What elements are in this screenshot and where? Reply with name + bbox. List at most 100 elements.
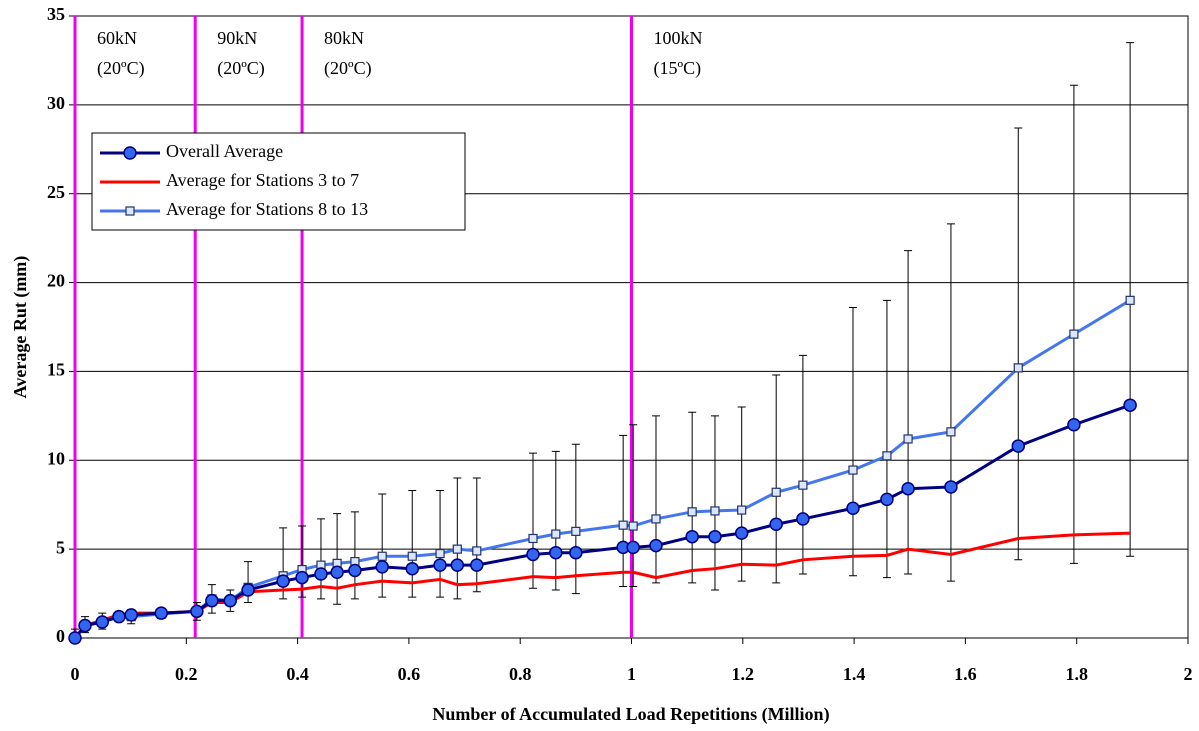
x-tick-label: 0.2 [175,664,198,684]
error-bar [848,306,857,577]
marker [798,480,808,490]
y-tick-label: 10 [47,448,65,468]
phase-label: 100kN [654,28,703,48]
marker [330,565,344,579]
error-bar [551,450,560,591]
marker [737,505,747,515]
error-bar [571,443,580,595]
error-bar [619,434,628,587]
phase-label: (20ºC) [217,58,265,79]
marker [190,604,204,619]
marker [205,593,219,608]
marker [708,529,722,544]
error-bar [737,406,746,582]
marker [771,487,781,497]
marker [407,551,417,561]
error-bar [629,424,638,587]
marker [223,593,238,608]
error-bar [408,489,417,598]
marker [95,615,110,629]
marker [375,560,389,574]
marker [687,507,697,517]
x-axis-label: Number of Accumulated Load Repetitions (… [432,704,829,725]
marker [68,631,82,645]
marker [685,529,699,544]
marker [1011,439,1026,453]
marker [348,563,362,578]
marker [112,609,126,624]
marker [526,547,540,562]
marker [470,558,484,572]
x-tick-label: 1.8 [1065,664,1088,684]
x-tick-label: 1.2 [732,664,755,684]
error-bar [710,415,719,591]
y-tick-label: 35 [47,4,65,24]
marker [882,451,892,461]
legend-marker [125,206,135,216]
marker [549,545,563,560]
marker [796,512,810,526]
marker [569,545,583,560]
error-bar [904,250,913,575]
marker [314,567,328,581]
marker [295,570,309,585]
marker [124,608,138,622]
marker [734,526,749,540]
marker [405,561,419,576]
y-tick-label: 15 [47,360,65,380]
marker [651,514,661,524]
error-bar [529,452,537,589]
y-axis-label: Average Rut (mm) [10,256,31,399]
x-tick-label: 1.6 [954,664,977,684]
marker [710,506,720,516]
marker [1069,329,1079,339]
y-tick-label: 5 [56,537,65,557]
legend-label: Average for Stations 8 to 13 [166,199,368,219]
error-bar [472,477,481,593]
marker [903,434,913,444]
error-bar [453,477,462,600]
y-tick-label: 25 [47,182,65,202]
error-bar [688,411,697,584]
marker [472,546,482,556]
marker [1067,417,1081,432]
x-tick-label: 0.6 [398,664,421,684]
x-tick-label: 0 [71,664,80,684]
marker [618,520,628,530]
error-bar [798,354,807,575]
error-bar [1069,84,1078,564]
y-tick-label: 20 [47,271,65,291]
error-bar [882,299,891,579]
marker [880,492,894,507]
phase-label: 90kN [217,28,257,48]
legend: Overall Average Average for Stations 3 to… [91,132,466,231]
marker [452,544,462,554]
marker [628,521,638,531]
marker [944,480,958,494]
phase-label: (20ºC) [97,58,145,79]
marker [769,517,783,532]
phase-label: 80kN [324,28,364,48]
marker [1013,363,1023,373]
marker [528,533,538,544]
marker [154,606,169,620]
marker [241,583,255,597]
error-bar [651,415,660,584]
legend-label: Overall Average [166,141,283,161]
marker [433,558,447,572]
x-tick-label: 2 [1184,664,1193,684]
error-bar [946,223,955,582]
marker [551,529,561,539]
y-tick-label: 0 [56,626,65,646]
marker [846,501,860,516]
phase-label: 60kN [97,28,137,48]
marker [377,551,387,561]
marker [78,618,92,633]
error-bar [1014,127,1023,561]
x-tick-label: 1.4 [843,664,866,684]
marker [435,548,445,559]
y-tick-label: 30 [47,93,65,113]
error-bar [298,525,307,598]
marker [626,540,640,555]
